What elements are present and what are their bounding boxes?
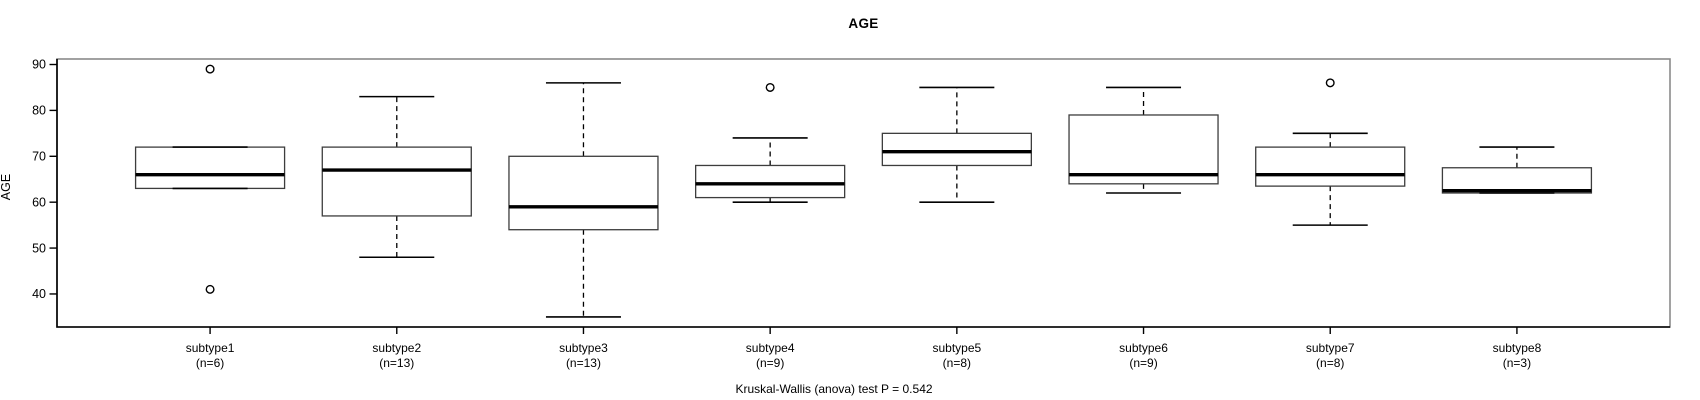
group-count-label: (n=9) xyxy=(1129,356,1157,370)
box-rect xyxy=(1068,114,1219,185)
box-rect xyxy=(1255,146,1406,187)
outlier-point xyxy=(765,82,775,92)
group-label: subtype8 xyxy=(1493,341,1542,355)
axis-lines xyxy=(56,59,1670,328)
chart-title: AGE xyxy=(848,16,879,31)
y-axis-tick-label: 50 xyxy=(32,241,46,255)
group-label: subtype7 xyxy=(1306,341,1355,355)
group-count-label: (n=8) xyxy=(1316,356,1344,370)
group-label: subtype3 xyxy=(559,341,608,355)
box-rect xyxy=(508,155,659,231)
y-axis-tick-label: 40 xyxy=(32,287,46,301)
group-count-label: (n=3) xyxy=(1503,356,1531,370)
group-label: subtype2 xyxy=(372,341,421,355)
plot-frame xyxy=(56,58,1671,328)
group-label: subtype6 xyxy=(1119,341,1168,355)
group-label: subtype4 xyxy=(746,341,795,355)
group-count-label: (n=6) xyxy=(196,356,224,370)
box-rect xyxy=(1441,167,1593,194)
y-axis-tick-label: 70 xyxy=(32,149,46,163)
box-rect xyxy=(134,146,286,190)
group-count-label: (n=13) xyxy=(379,356,414,370)
box-rect xyxy=(881,132,1032,167)
outlier-point xyxy=(205,64,215,74)
group-count-label: (n=8) xyxy=(943,356,971,370)
group-count-label: (n=13) xyxy=(566,356,601,370)
box-rect xyxy=(695,164,846,199)
box-rect xyxy=(321,146,472,217)
y-axis-tick-label: 90 xyxy=(32,58,46,72)
outlier-point xyxy=(205,284,215,294)
group-label: subtype1 xyxy=(186,341,235,355)
group-count-label: (n=9) xyxy=(756,356,784,370)
outlier-point xyxy=(1325,78,1335,88)
y-axis-tick-label: 60 xyxy=(32,195,46,209)
y-axis-tick-label: 80 xyxy=(32,104,46,118)
stat-annotation: Kruskal-Wallis (anova) test P = 0.542 xyxy=(735,382,933,396)
group-label: subtype5 xyxy=(932,341,981,355)
